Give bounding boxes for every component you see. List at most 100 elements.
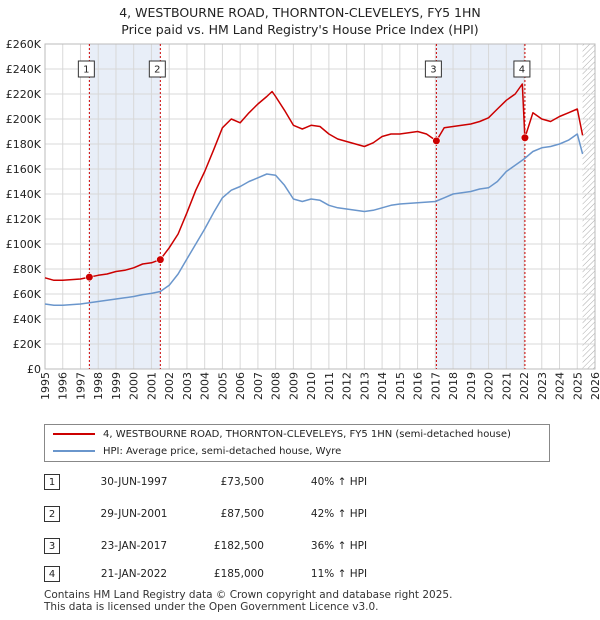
y-axis-ticks: £0 £20K £40K £60K £80K £100K £120K £140K £160K £1… — [6, 38, 42, 376]
y-tick-label: £100K — [6, 238, 42, 251]
sale-price: £73,500 — [220, 476, 264, 488]
legend: 4, WESTBOURNE ROAD, THORNTON-CLEVELEYS, … — [44, 424, 550, 462]
sale-number: 1 — [44, 474, 60, 490]
x-tick-label: 2024 — [554, 372, 567, 400]
x-tick-label: 2003 — [181, 372, 194, 400]
sale-price: £182,500 — [213, 540, 264, 552]
x-tick-label: 2025 — [571, 372, 584, 400]
sale-date: 29-JUN-2001 — [100, 508, 168, 520]
y-tick-label: £260K — [6, 38, 42, 51]
x-tick-label: 2012 — [341, 372, 354, 400]
title-line-2: Price paid vs. HM Land Registry's House … — [121, 22, 479, 37]
sale-price: £185,000 — [213, 568, 264, 580]
footer: Contains HM Land Registry data © Crown c… — [44, 589, 452, 613]
y-tick-label: £0 — [27, 363, 41, 376]
x-tick-label: 2002 — [163, 372, 176, 400]
x-tick-label: 2009 — [287, 372, 300, 400]
x-tick-label: 2022 — [518, 372, 531, 400]
sale-hpi-change: 36% ↑ HPI — [310, 540, 368, 552]
series-line-property — [44, 83, 584, 282]
sale-number: 2 — [44, 506, 60, 522]
sale-dot — [432, 136, 441, 145]
sale-dots — [85, 133, 530, 282]
sale-dot — [520, 133, 530, 142]
shaded-period — [436, 44, 525, 369]
sale-marker-label: 3 — [430, 65, 436, 76]
sale-date: 23-JAN-2017 — [100, 540, 168, 552]
x-tick-label: 2010 — [305, 372, 318, 400]
x-tick-label: 1997 — [74, 372, 87, 400]
x-tick-label: 2000 — [128, 372, 141, 400]
sale-price: £87,500 — [220, 508, 264, 520]
x-tick-label: 2026 — [589, 372, 600, 400]
sale-marker-box — [77, 60, 95, 78]
sale-marker-label: 1 — [83, 65, 89, 76]
price-chart: 1 2 3 4 £0 £20K £40K £60K £80K £100K £120K £140K £1… — [6, 38, 600, 400]
legend-label-property: 4, WESTBOURNE ROAD, THORNTON-CLEVELEYS, … — [103, 429, 511, 440]
sale-hpi-change: 11% ↑ HPI — [310, 568, 368, 580]
x-tick-label: 1998 — [92, 372, 105, 400]
grid-lines — [44, 43, 596, 370]
sale-marker-label: 4 — [519, 65, 525, 76]
x-tick-label: 2019 — [465, 372, 478, 400]
sale-row: 3 23-JAN-2017 £182,500 36% ↑ HPI — [44, 538, 564, 558]
series-line-hpi — [44, 133, 584, 307]
sale-marker-labels: 1 2 3 4 — [77, 60, 531, 78]
legend-item-hpi: HPI: Average price, semi-detached house,… — [53, 444, 341, 460]
x-tick-label: 2004 — [199, 372, 212, 400]
y-tick-label: £220K — [6, 88, 42, 101]
future-hatch — [582, 44, 595, 369]
x-tick-label: 2015 — [394, 372, 407, 400]
sale-marker-box — [513, 60, 531, 78]
sale-marker-box — [148, 60, 166, 78]
x-tick-label: 2013 — [358, 372, 371, 400]
x-tick-label: 2008 — [270, 372, 283, 400]
sale-date: 30-JUN-1997 — [100, 476, 168, 488]
sale-hpi-change: 40% ↑ HPI — [310, 476, 368, 488]
shaded-period — [89, 44, 161, 369]
legend-swatch-property — [53, 433, 95, 435]
footer-line-1: Contains HM Land Registry data © Crown c… — [44, 589, 453, 601]
y-tick-label: £200K — [6, 113, 42, 126]
x-tick-label: 2023 — [536, 372, 549, 400]
x-tick-label: 2018 — [447, 372, 460, 400]
y-tick-label: £40K — [13, 313, 42, 326]
shaded-periods — [89, 44, 525, 369]
x-tick-label: 2017 — [429, 372, 442, 400]
x-tick-label: 1996 — [57, 372, 70, 400]
legend-label-hpi: HPI: Average price, semi-detached house,… — [103, 446, 342, 457]
y-tick-label: £20K — [13, 338, 42, 351]
sale-date: 21-JAN-2022 — [100, 568, 168, 580]
x-tick-label: 2006 — [234, 372, 247, 400]
x-tick-label: 1995 — [39, 372, 52, 400]
x-tick-label: 2021 — [500, 372, 513, 400]
y-tick-label: £120K — [6, 213, 42, 226]
x-tick-label: 2001 — [145, 372, 158, 400]
y-tick-label: £240K — [6, 63, 42, 76]
x-axis-ticks: 1995 1996 1997 1998 1999 2000 2001 2002 2003 2004… — [39, 372, 600, 400]
x-tick-label: 1999 — [110, 372, 123, 400]
y-tick-label: £140K — [6, 188, 42, 201]
sale-number: 4 — [44, 566, 60, 582]
footer-line-2: This data is licensed under the Open Gov… — [44, 601, 379, 613]
sale-marker-label: 2 — [154, 65, 160, 76]
sale-hpi-change: 42% ↑ HPI — [310, 508, 368, 520]
x-tick-label: 2016 — [412, 372, 425, 400]
x-tick-label: 2014 — [376, 372, 389, 400]
sale-dot — [85, 273, 94, 282]
series-lines — [44, 83, 584, 307]
y-tick-label: £60K — [13, 288, 42, 301]
future-hatch-area — [582, 44, 595, 369]
sale-marker-box — [424, 60, 442, 78]
sale-number: 3 — [44, 538, 60, 554]
title-line-1: 4, WESTBOURNE ROAD, THORNTON-CLEVELEYS, … — [119, 5, 481, 20]
x-tick-label: 2005 — [216, 372, 229, 400]
x-tick-label: 2011 — [323, 372, 336, 400]
sale-row: 1 30-JUN-1997 £73,500 40% ↑ HPI — [44, 474, 564, 494]
y-tick-label: £160K — [6, 163, 42, 176]
y-tick-label: £180K — [6, 138, 42, 151]
x-tick-label: 2007 — [252, 372, 265, 400]
legend-item-property: 4, WESTBOURNE ROAD, THORNTON-CLEVELEYS, … — [53, 427, 511, 443]
legend-swatch-hpi — [53, 450, 95, 452]
sale-dot — [156, 255, 165, 264]
